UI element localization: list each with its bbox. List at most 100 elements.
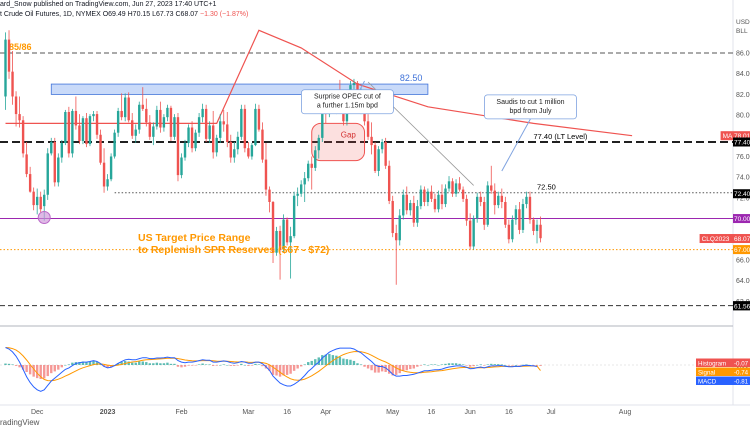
x-tick-label: Feb [175, 409, 187, 416]
candle-body [483, 202, 486, 225]
candle-body [493, 190, 496, 206]
resistance-zone-label: 82.50 [400, 73, 423, 83]
currency-sub-label: BLL [736, 28, 748, 35]
macd-histogram-bar [391, 365, 394, 376]
candle-body [39, 196, 42, 210]
macd-histogram-bar [461, 364, 465, 365]
candle-body [201, 108, 204, 118]
annotation-text: Saudis to cut 1 million [496, 99, 564, 106]
candle-body [243, 108, 247, 149]
candle-body [11, 71, 14, 97]
candle-body [57, 157, 60, 183]
macd-histogram-bar [409, 365, 412, 370]
candle-body [102, 162, 106, 187]
candle-body [264, 159, 268, 190]
macd-histogram-bar [271, 365, 275, 375]
candle-body [437, 194, 440, 210]
candle-body [106, 179, 109, 187]
annotation-box [484, 94, 577, 120]
macd-histogram-bar [194, 365, 197, 366]
macd-histogram-bar [296, 365, 299, 369]
x-tick-label: 16 [428, 409, 436, 416]
macd-histogram-bar [60, 365, 64, 368]
macd-histogram-bar [539, 365, 542, 366]
macd-histogram-bar [211, 365, 215, 366]
price-tag-prefix [699, 234, 733, 244]
macd-histogram-bar [32, 365, 35, 377]
macd-histogram-bar [155, 362, 159, 365]
macd-histogram-bar [289, 365, 292, 374]
macd-value-label: -0.81 [734, 378, 749, 385]
candle-body [278, 230, 282, 250]
macd-histogram-bar [475, 365, 479, 366]
macd-histogram-bar [486, 364, 489, 365]
macd-histogram-bar [342, 358, 345, 365]
candle-body [78, 125, 81, 141]
macd-histogram-bar [134, 362, 137, 365]
candle-body [451, 181, 454, 194]
candle-body [461, 189, 465, 199]
candle-body [155, 109, 159, 127]
price-tag-prefix-label: MA [723, 133, 733, 140]
macd-histogram-bar [208, 364, 211, 365]
candle-body [426, 191, 430, 202]
macd-histogram-bar [183, 365, 187, 367]
macd-histogram-bar [426, 365, 430, 366]
candle-body [123, 97, 127, 118]
macd-histogram-bar [451, 363, 454, 365]
candle-body [454, 183, 458, 194]
candle-body [535, 224, 539, 231]
candle-body [282, 219, 285, 250]
candle-body [479, 196, 482, 202]
candle-body [53, 142, 56, 183]
macd-histogram-bar [412, 365, 416, 369]
macd-histogram-bar [187, 365, 190, 366]
candle-body [539, 224, 542, 239]
candle-body [444, 188, 447, 205]
candle-body [366, 121, 370, 137]
macd-histogram-bar [504, 365, 507, 366]
macd-signal-line [5, 347, 541, 382]
annotation-pointer [501, 118, 531, 172]
x-tick-label: Apr [320, 409, 332, 416]
macd-histogram-bar [299, 365, 303, 367]
macd-histogram-bar [14, 365, 18, 366]
candle-body [419, 189, 423, 207]
macd-histogram-bar [43, 365, 46, 379]
candle-body [412, 203, 416, 223]
annotation-text: bpd from July [509, 108, 552, 115]
macd-histogram-bar [233, 365, 236, 366]
macd-histogram-bar [176, 365, 180, 367]
macd-histogram [4, 353, 542, 379]
macd-histogram-bar [243, 365, 247, 366]
macd-histogram-bar [525, 364, 528, 365]
y-tick-label: 84.00 [736, 71, 750, 78]
tradingview-brand: radingView [0, 418, 40, 427]
macd-histogram-bar [349, 359, 352, 365]
candle-body [116, 110, 120, 133]
x-tick-label: Jun [464, 409, 475, 416]
macd-histogram-bar [500, 364, 504, 365]
macd-histogram-bar [335, 355, 338, 365]
macd-histogram-bar [236, 365, 240, 366]
macd-histogram-bar [138, 361, 141, 365]
candle-body [67, 112, 71, 154]
candle-body [528, 196, 532, 220]
candle-body [180, 157, 183, 176]
candle-body [211, 125, 215, 153]
resistance-zone [50, 83, 429, 95]
macd-histogram-bar [127, 361, 130, 365]
macd-histogram-bar [321, 355, 324, 365]
macd-histogram-bar [268, 365, 271, 371]
candle-body [109, 156, 113, 180]
macd-histogram-bar [106, 365, 109, 368]
candle-body [514, 209, 518, 220]
macd-histogram-bar [303, 364, 306, 365]
spr-range-label: US Target Price Range [138, 232, 251, 244]
symbol-info: t Crude Oil Futures, 1D, NYMEX O69.49 H7… [0, 11, 248, 18]
candle-body [292, 195, 296, 237]
candle-body [81, 118, 85, 141]
candle-body [384, 142, 387, 166]
candle-body [152, 126, 155, 137]
